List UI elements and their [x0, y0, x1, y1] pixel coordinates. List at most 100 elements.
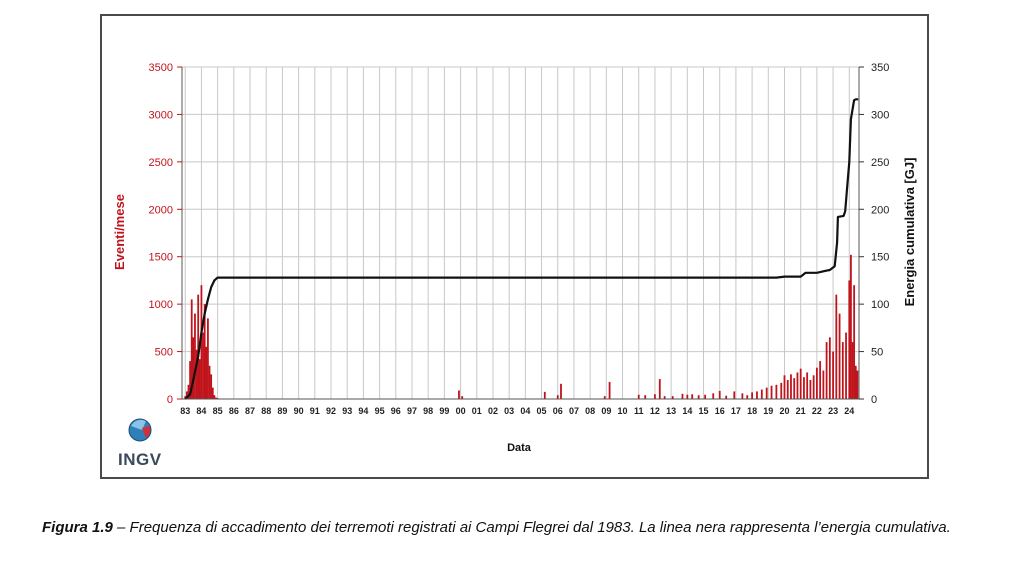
bar	[854, 365, 857, 399]
bar	[793, 378, 796, 399]
x-tick-label: 98	[423, 406, 433, 416]
bar	[704, 394, 707, 399]
x-tick-label: 24	[844, 406, 854, 416]
bar	[856, 370, 859, 399]
y-axis-left-title: Eventi/mese	[112, 194, 127, 270]
x-tick-label: 11	[634, 406, 644, 416]
chart-svg: 0500100015002000250030003500050100150200…	[112, 62, 917, 454]
y-right-tick-label: 0	[871, 394, 877, 406]
x-tick-label: 96	[391, 406, 401, 416]
x-axis-title: Data	[507, 442, 532, 454]
bar	[853, 285, 856, 399]
x-tick-label: 09	[601, 406, 611, 416]
bar	[832, 351, 834, 399]
bar	[556, 395, 559, 399]
bar	[790, 374, 792, 399]
bar	[828, 337, 831, 399]
energy-line-series	[184, 98, 859, 400]
x-tick-label: 93	[342, 406, 352, 416]
y-left-tick-label: 3000	[149, 109, 173, 121]
bar	[746, 395, 749, 399]
x-tick-label: 89	[277, 406, 287, 416]
bar	[637, 394, 640, 399]
x-tick-label: 13	[666, 406, 676, 416]
bar	[741, 393, 744, 399]
bar	[560, 383, 562, 399]
bar	[806, 372, 809, 399]
y-right-tick-label: 100	[871, 299, 889, 311]
bar	[691, 394, 694, 399]
y-left-tick-label: 500	[155, 347, 173, 359]
bar	[765, 387, 768, 399]
bar	[654, 394, 656, 399]
x-tick-label: 95	[375, 406, 385, 416]
x-tick-label: 22	[812, 406, 822, 416]
bar	[809, 380, 812, 399]
y-right-tick-label: 200	[871, 204, 889, 216]
bar	[815, 367, 818, 399]
bar	[644, 395, 647, 399]
figure-label: Figura 1.9	[42, 519, 113, 536]
y-right-tick-label: 50	[871, 347, 883, 359]
bar	[780, 382, 783, 399]
y-left-tick-label: 2500	[149, 157, 173, 169]
bar	[812, 375, 815, 399]
bar	[770, 385, 773, 399]
y-left-tick-label: 1500	[149, 252, 173, 264]
x-tick-label: 17	[731, 406, 741, 416]
y-left-tick-label: 0	[167, 394, 173, 406]
bar	[850, 254, 852, 399]
bar	[197, 294, 200, 399]
bar	[803, 377, 805, 399]
bar	[458, 390, 460, 399]
bar	[190, 299, 193, 399]
bar	[189, 361, 191, 399]
bar-series	[184, 254, 859, 400]
bar	[195, 349, 198, 399]
y-left-tick-label: 1000	[149, 299, 173, 311]
bar	[819, 361, 822, 399]
bar	[760, 389, 763, 399]
x-tick-label: 91	[310, 406, 320, 416]
bar	[851, 342, 854, 399]
bar	[756, 391, 758, 399]
x-tick-label: 00	[456, 406, 466, 416]
bar	[211, 387, 214, 399]
bar	[775, 384, 778, 399]
bar	[845, 332, 847, 399]
figure-caption: Figura 1.9 – Frequenza di accadimento de…	[42, 518, 990, 538]
bar	[786, 380, 789, 399]
y-axis-right-title: Energia cumulativa [GJ]	[902, 158, 917, 307]
x-tick-label: 08	[585, 406, 595, 416]
bar	[671, 396, 674, 399]
x-tick-label: 10	[618, 406, 628, 416]
bar	[799, 368, 802, 399]
y-right-tick-label: 150	[871, 252, 889, 264]
bar	[185, 391, 188, 399]
chart-frame: 0 500 1000 1500 2000 2500 3000 3500 0 50 100 150 200…	[100, 14, 929, 479]
x-tick-label: 21	[796, 406, 806, 416]
bar	[712, 393, 715, 399]
bar	[213, 395, 216, 399]
bar	[733, 391, 736, 399]
x-tick-label: 19	[763, 406, 773, 416]
ingv-logo-icon	[128, 418, 152, 442]
bar	[208, 365, 211, 399]
bar	[200, 285, 203, 399]
bar	[210, 374, 213, 399]
bar	[207, 318, 209, 399]
x-tick-label: 90	[294, 406, 304, 416]
y-right-tick-label: 300	[871, 109, 889, 121]
x-tick-label: 85	[213, 406, 223, 416]
bar	[608, 381, 611, 399]
bar	[783, 375, 786, 399]
bar	[203, 304, 206, 399]
x-tick-label: 07	[569, 406, 579, 416]
bar	[205, 346, 208, 399]
energy-line	[184, 98, 859, 400]
x-tick-label: 20	[779, 406, 789, 416]
x-tick-label: 94	[358, 406, 368, 416]
ingv-logo-text: INGV	[118, 450, 162, 469]
bar	[841, 342, 844, 399]
grid-layer	[182, 66, 859, 400]
